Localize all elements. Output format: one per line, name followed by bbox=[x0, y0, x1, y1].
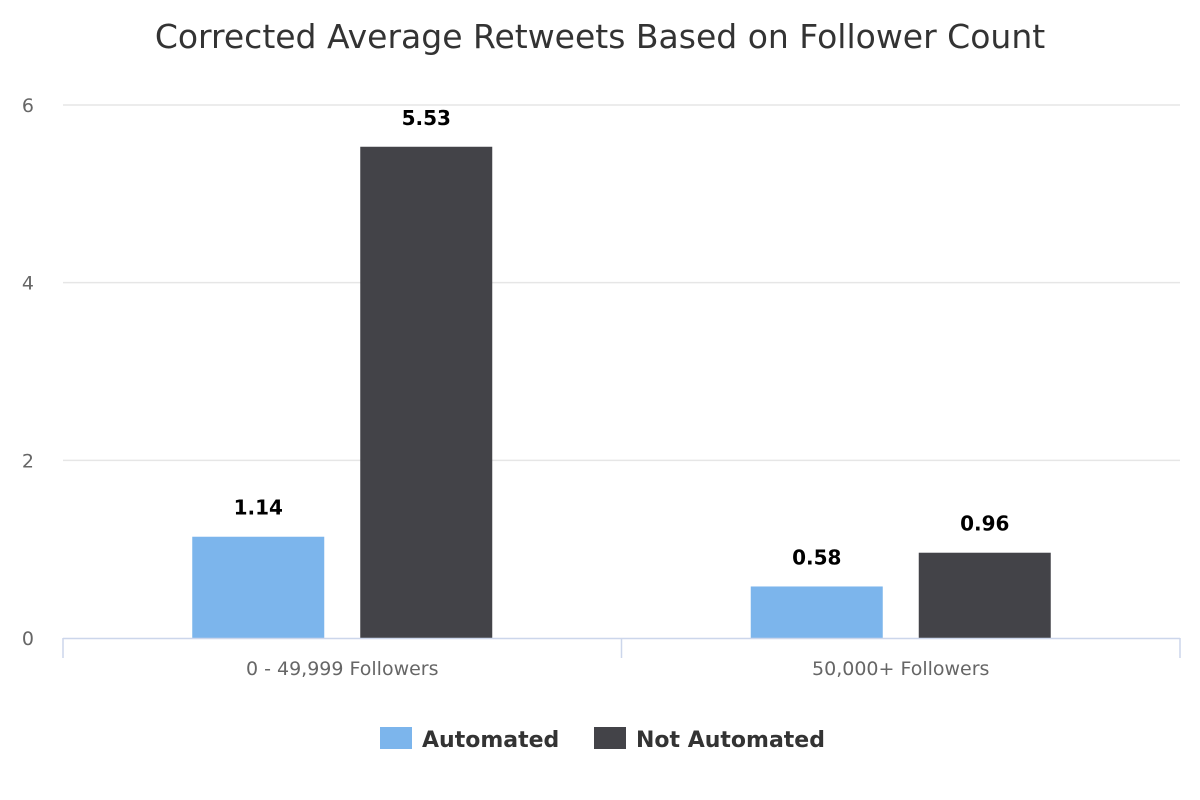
grid: 0 2 4 6 bbox=[22, 95, 1180, 650]
x-axis: 0 - 49,999 Followers 50,000+ Followers bbox=[62, 637, 1181, 680]
data-label: 1.14 bbox=[234, 496, 283, 520]
legend[interactable]: Automated Not Automated bbox=[380, 727, 825, 753]
legend-item-not-automated[interactable]: Not Automated bbox=[594, 727, 825, 753]
bar-automated[interactable] bbox=[192, 536, 325, 638]
data-label: 0.96 bbox=[960, 512, 1009, 536]
bar-automated[interactable] bbox=[750, 586, 883, 638]
bars: 1.14 0.58 5.53 0.96 bbox=[192, 106, 1051, 639]
y-tick-label: 6 bbox=[22, 95, 34, 117]
legend-label: Automated bbox=[422, 728, 559, 753]
bar-not-automated[interactable] bbox=[918, 552, 1051, 638]
y-tick-label: 0 bbox=[22, 628, 34, 650]
chart-title: Corrected Average Retweets Based on Foll… bbox=[155, 17, 1045, 56]
data-label: 5.53 bbox=[402, 106, 451, 130]
y-tick-label: 4 bbox=[22, 273, 34, 295]
legend-label: Not Automated bbox=[636, 728, 825, 753]
legend-swatch bbox=[594, 727, 626, 749]
x-tick-label: 50,000+ Followers bbox=[812, 658, 989, 680]
data-label: 0.58 bbox=[792, 545, 841, 569]
x-tick-label: 0 - 49,999 Followers bbox=[246, 658, 439, 680]
y-tick-label: 2 bbox=[22, 450, 34, 472]
legend-item-automated[interactable]: Automated bbox=[380, 727, 559, 753]
legend-swatch bbox=[380, 727, 412, 749]
bar-not-automated[interactable] bbox=[360, 146, 493, 639]
